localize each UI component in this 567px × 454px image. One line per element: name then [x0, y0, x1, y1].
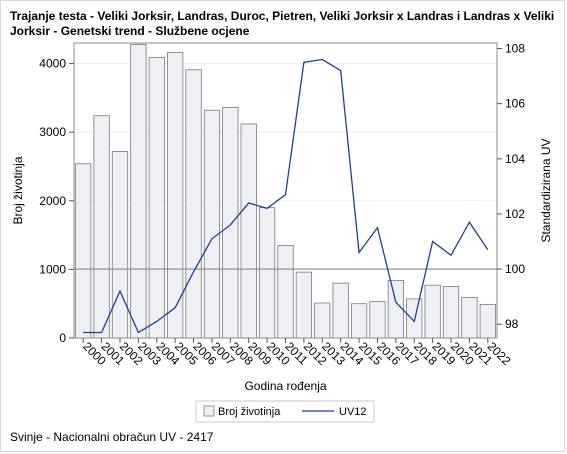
y-tick-label: 3000 — [39, 125, 66, 139]
bar — [277, 244, 294, 339]
y-tick-label: 2000 — [39, 194, 66, 208]
bar — [130, 43, 147, 339]
y2-axis-title: Standardizirana UV — [539, 138, 553, 242]
bar — [332, 282, 349, 339]
bar — [203, 109, 221, 339]
bar — [387, 279, 404, 339]
bar — [314, 302, 331, 339]
bar — [295, 271, 313, 339]
bar — [240, 123, 257, 339]
bar — [369, 301, 386, 339]
bar — [406, 298, 423, 339]
y2-tick-label: 102 — [505, 207, 525, 221]
y-tick-label: 1000 — [39, 262, 66, 276]
chart-title: Trajanje testa - Veliki Jorksir, Landras… — [10, 9, 555, 38]
bar — [148, 57, 165, 339]
legend-box — [195, 400, 375, 423]
legend-swatch-bars — [203, 405, 215, 417]
legend-label-bars: Broj životinja — [218, 406, 281, 418]
y2-tick-label: 106 — [505, 97, 525, 111]
y2-tick-label: 98 — [505, 317, 519, 331]
bar — [222, 107, 239, 339]
y2-tick-label: 108 — [505, 42, 525, 56]
y-axis-title: Broj životinja — [11, 156, 25, 224]
bar — [461, 297, 478, 339]
footnote: Svinje - Nacionalni obračun UV - 2417 — [10, 430, 214, 444]
bar — [350, 303, 368, 339]
bar — [258, 207, 276, 339]
series-line-uv12 — [83, 58, 489, 334]
x-axis-title: Godina rođenja — [244, 379, 326, 393]
bar — [424, 284, 441, 339]
bar — [111, 150, 129, 339]
bar — [75, 163, 92, 339]
bar — [185, 69, 202, 339]
y2-tick-label: 104 — [505, 152, 525, 166]
bar — [167, 52, 184, 339]
legend-label-line: UV12 — [339, 406, 367, 418]
y-tick-label: 4000 — [39, 57, 66, 71]
bar — [442, 286, 460, 339]
bar — [479, 303, 496, 339]
y-tick-label: 0 — [59, 331, 66, 345]
y2-tick-label: 100 — [505, 262, 525, 276]
bar — [93, 115, 110, 339]
